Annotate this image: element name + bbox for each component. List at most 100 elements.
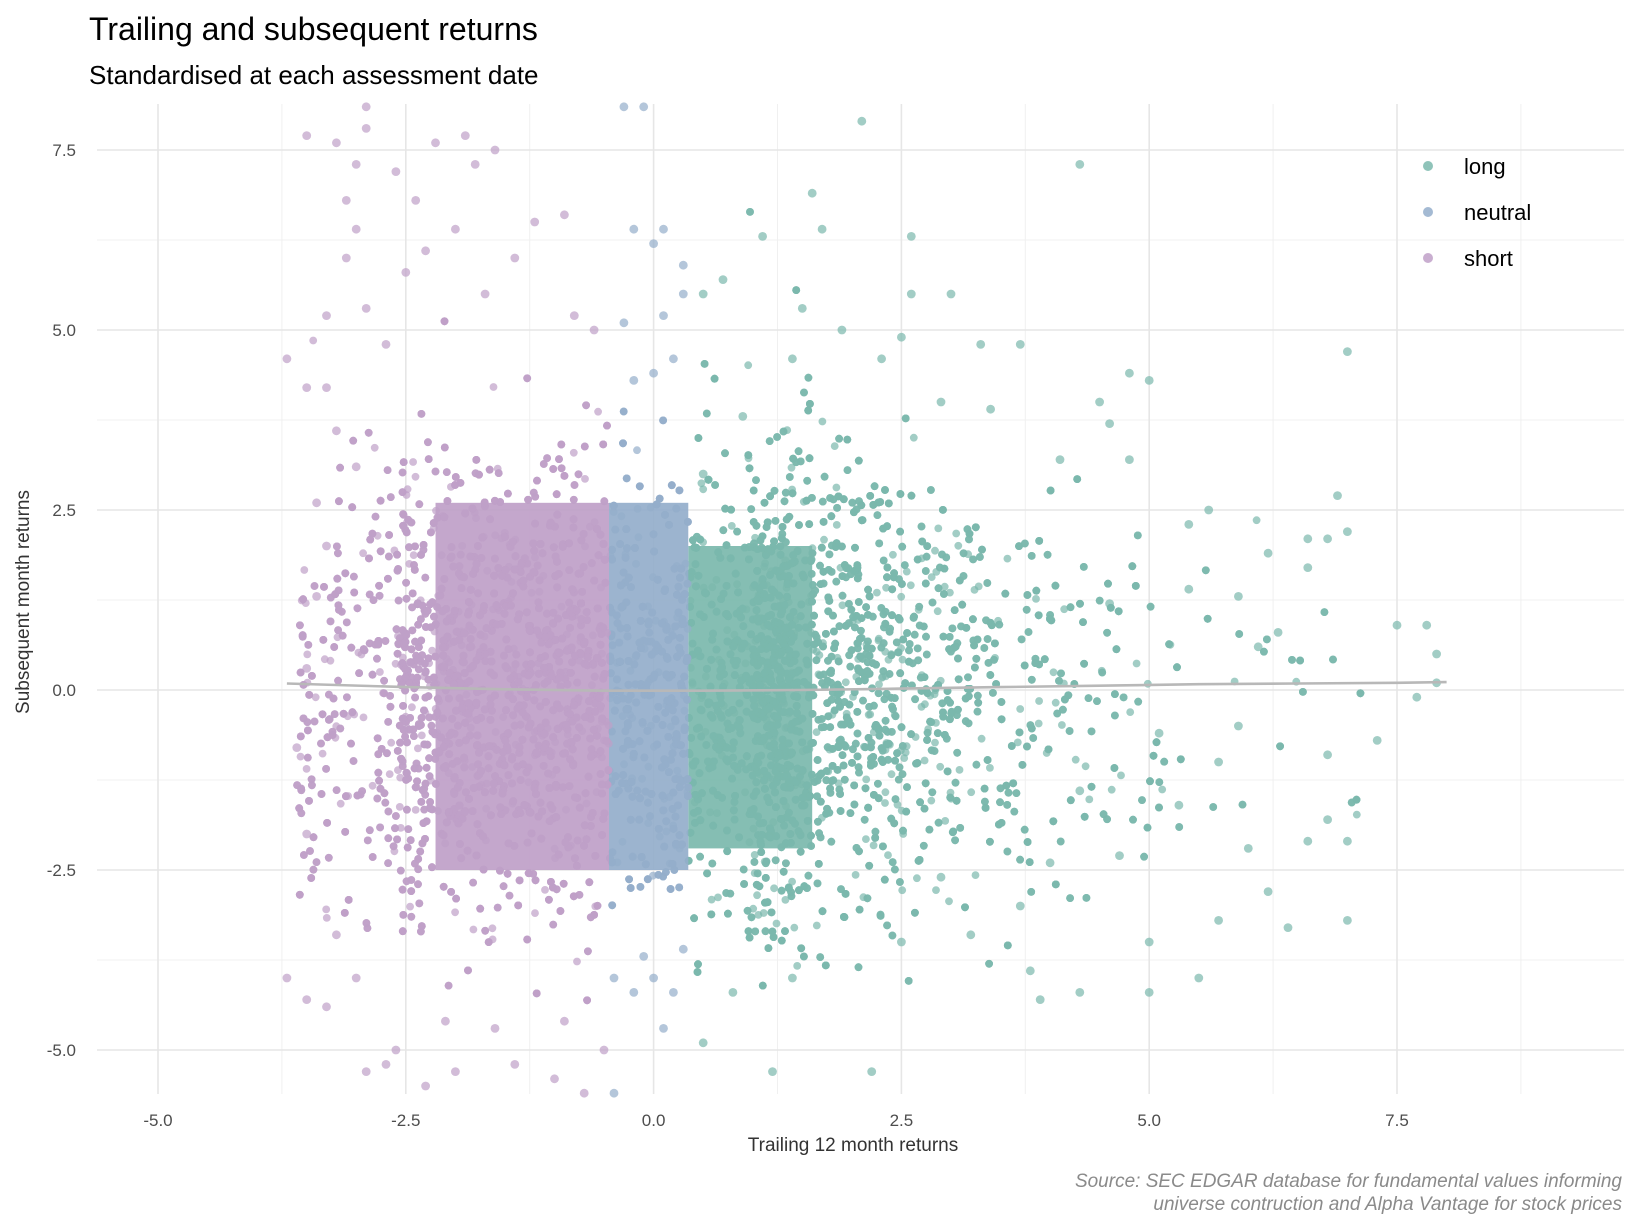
point-long: [898, 655, 907, 664]
point-long: [723, 743, 731, 752]
point-long: [843, 435, 852, 444]
point-long: [977, 734, 986, 743]
point-long: [714, 893, 722, 902]
point-long: [891, 756, 899, 765]
point-long: [1146, 602, 1155, 611]
point-long: [692, 543, 701, 552]
point-long: [895, 615, 904, 624]
point-long: [799, 573, 808, 582]
point-long: [986, 837, 994, 846]
point-long: [853, 574, 862, 583]
point-long: [964, 719, 973, 728]
point-long: [875, 731, 884, 740]
point-long: [785, 675, 793, 683]
point-long: [750, 851, 759, 859]
point-long: [768, 585, 776, 594]
point-long: [737, 676, 746, 685]
point-long: [926, 717, 934, 726]
point-long: [767, 676, 775, 684]
point-long: [761, 898, 769, 907]
point-long: [766, 492, 774, 501]
point-long: [1175, 823, 1184, 831]
point-long: [746, 208, 754, 216]
point-long: [737, 759, 746, 768]
point-long: [857, 626, 865, 635]
point-long: [793, 547, 802, 555]
point-long: [945, 645, 953, 653]
point-long: [1055, 677, 1063, 685]
point-long: [898, 580, 906, 588]
point-long: [782, 562, 791, 570]
point-long: [792, 702, 801, 710]
point-long: [1082, 894, 1091, 902]
point-long: [863, 894, 872, 903]
point-long: [785, 572, 793, 580]
point-long: [1017, 635, 1026, 644]
point-long: [866, 492, 875, 500]
point-long: [833, 680, 842, 689]
point-long: [706, 808, 714, 817]
point-long: [865, 592, 874, 601]
point-long: [837, 325, 847, 335]
point-long: [1076, 599, 1084, 608]
point-long: [973, 707, 982, 716]
point-long: [717, 595, 725, 603]
point-long: [980, 644, 989, 652]
point-long: [715, 745, 723, 754]
point-long: [694, 571, 703, 580]
point-long: [802, 496, 811, 505]
point-long: [698, 469, 708, 479]
point-long: [893, 749, 901, 757]
point-long: [838, 751, 847, 759]
point-long: [1263, 548, 1273, 558]
point-long: [881, 486, 889, 494]
point-long: [690, 914, 698, 923]
point-long: [904, 977, 913, 985]
point-long: [722, 889, 731, 897]
point-long: [764, 832, 773, 840]
point-long: [755, 882, 764, 891]
point-long: [860, 676, 869, 685]
point-long: [1125, 368, 1134, 378]
point-long: [691, 757, 700, 766]
point-long: [905, 657, 913, 666]
point-long: [1352, 810, 1361, 819]
point-long: [735, 699, 744, 708]
point-long: [865, 861, 874, 870]
point-long: [775, 749, 783, 757]
point-long: [780, 783, 788, 791]
point-long: [869, 501, 878, 509]
point-long: [869, 841, 878, 850]
point-long: [807, 188, 817, 198]
point-long: [1079, 618, 1087, 626]
point-long: [696, 610, 704, 619]
point-long: [695, 769, 704, 778]
point-long: [888, 702, 896, 711]
point-long: [722, 610, 731, 618]
point-long: [1299, 688, 1307, 696]
point-long: [1016, 705, 1025, 713]
point-long: [835, 434, 843, 443]
point-long: [800, 952, 808, 961]
point-long: [787, 748, 796, 757]
point-long: [1046, 486, 1055, 495]
point-long: [1080, 659, 1088, 668]
point-long: [883, 921, 891, 930]
point-long: [730, 671, 739, 679]
point-long: [753, 545, 762, 553]
point-long: [767, 752, 775, 760]
point-long: [874, 779, 882, 788]
point-long: [706, 711, 715, 720]
point-long: [1252, 516, 1261, 525]
point-long: [769, 818, 778, 827]
point-long: [780, 821, 788, 830]
point-long: [694, 960, 702, 969]
point-long: [854, 763, 863, 772]
point-long: [883, 563, 892, 572]
point-long: [897, 937, 906, 947]
point-long: [931, 738, 939, 747]
point-long: [851, 543, 859, 552]
point-long: [1104, 579, 1112, 588]
point-long: [1046, 615, 1054, 623]
point-long: [747, 505, 756, 513]
